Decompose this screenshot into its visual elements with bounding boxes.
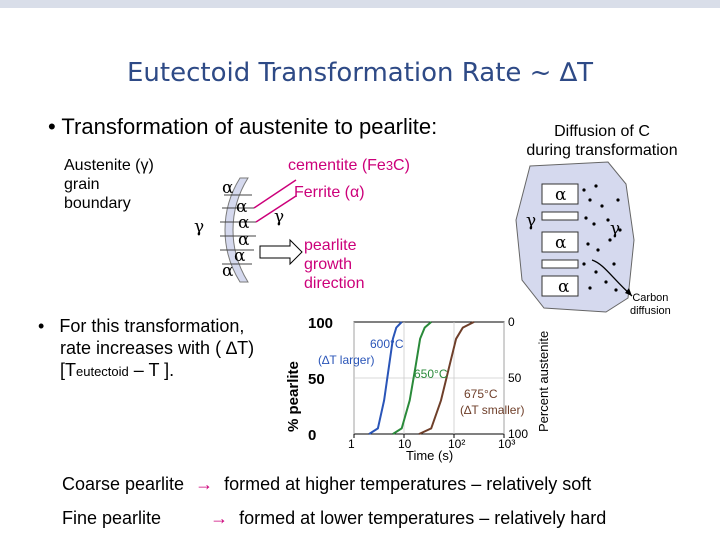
bullet-marker: • [48, 114, 56, 139]
fine-label: Fine pearlite [62, 508, 162, 528]
left-tick-label-0: 100 [308, 315, 333, 332]
series-line-675 [418, 321, 475, 435]
bullet-rate-post: – T ]. [128, 360, 175, 380]
cementite-label: cementite (Fe3C) [288, 156, 410, 175]
series-line-650 [392, 321, 432, 435]
alpha-1: α [222, 178, 234, 198]
slide-title: Eutectoid Transformation Rate ~ ∆T [126, 58, 594, 88]
annotation-dt-larger: (∆T larger) [318, 353, 374, 367]
diff-alpha-3: α [558, 277, 570, 297]
carbon-line2: diffusion [630, 305, 671, 317]
y-axis-label-left: % pearlite [285, 361, 302, 432]
alpha-3: α [238, 213, 250, 233]
cementite-text: cementite (Fe [288, 157, 386, 174]
bullet-rate-line1: • For this transformation, [38, 315, 254, 337]
bullet-text: Transformation of austenite to pearlite: [61, 114, 438, 139]
growth-arrow [259, 238, 303, 266]
diffusion-title-line2: during transformation [526, 142, 678, 159]
cementite-subscript: 3 [385, 158, 394, 173]
diff-gamma-left: γ [526, 211, 536, 231]
top-bar [0, 0, 720, 8]
right-tick-label-2: 100 [508, 427, 528, 441]
left-tick-label-1: 50 [308, 371, 325, 388]
fine-text: formed at lower temperatures – relativel… [239, 508, 607, 528]
bullet-rate: • For this transformation, rate increase… [38, 315, 254, 383]
carbon-dots [582, 184, 622, 292]
bullet-marker-2: • [38, 316, 45, 336]
x-tick-label-1: 10 [398, 437, 412, 451]
fine-pearlite-line: Fine pearlite → formed at lower temperat… [62, 508, 606, 529]
cementite-plate-1 [541, 211, 579, 221]
right-tick-label-0: 0 [508, 315, 515, 329]
austenite-label: Austenite (γ) grain boundary [64, 156, 154, 213]
austenite-label-line1: Austenite (γ) [64, 157, 154, 174]
coarse-text: formed at higher temperatures – relative… [224, 474, 592, 494]
alpha-6: α [222, 261, 234, 281]
diff-alpha-2: α [555, 233, 567, 253]
diffusion-title: Diffusion of C during transformation [512, 122, 692, 160]
annotation-650: 650°C [414, 367, 448, 381]
bullet-rate-sub: eutectoid [76, 364, 129, 379]
alpha-4: α [238, 230, 250, 250]
grid-lines [353, 322, 505, 434]
growth-line1: pearlite [304, 237, 357, 254]
grain-boundary-diagram: α α α α α α γ γ [194, 177, 303, 283]
series-group [368, 321, 475, 435]
diff-alpha-1: α [555, 185, 567, 205]
diff-gamma-right: γ [610, 219, 620, 239]
carbon-line1: Carbon [632, 292, 669, 304]
ferrite-plate-1 [541, 183, 579, 205]
bullet-transformation: • Transformation of austenite to pearlit… [48, 114, 437, 140]
austenite-label-line3: boundary [64, 195, 131, 212]
annotation-600: 600°C [370, 337, 404, 351]
ferrite-label: Ferrite (α) [294, 184, 365, 201]
grain-boundary-region [224, 177, 249, 283]
arrow-icon: → [210, 508, 229, 528]
alpha-5: α [234, 246, 246, 266]
growth-line3: direction [304, 275, 365, 292]
diffusion-title-line1: Diffusion of C [554, 123, 650, 140]
cementite-plate-2 [541, 259, 579, 269]
ferrite-pointer [255, 195, 297, 223]
left-tick-label-2: 0 [308, 427, 316, 444]
growth-label: pearlite growth direction [304, 236, 364, 293]
gamma-right: γ [274, 207, 284, 227]
cementite-pointer [253, 179, 297, 209]
x-axis-label: Time (s) [406, 448, 453, 463]
cementite-end: C) [393, 157, 410, 174]
arrow-icon: → [195, 474, 214, 494]
ferrite-plate-3 [541, 275, 579, 297]
gamma-left: γ [194, 217, 204, 237]
bullet-rate-text2: rate increases with ( ∆T) [60, 338, 255, 358]
series-line-600 [368, 321, 403, 435]
right-tick-label-1: 50 [508, 371, 522, 385]
bullet-rate-text1: For this transformation, [59, 316, 245, 336]
growth-line2: growth [304, 256, 353, 273]
x-tick-label-2: 10² [448, 437, 465, 451]
austenite-label-line2: grain [64, 176, 100, 193]
diffusion-diagram: α α α γ γ [515, 161, 635, 313]
x-tick-label-3: 10³ [498, 437, 515, 451]
ferrite-plate-2 [541, 231, 579, 253]
carbon-diffusion-label: Carbon diffusion [630, 292, 671, 318]
x-tick-label-0: 1 [348, 437, 355, 451]
y-axis-label-right: Percent austenite [536, 331, 551, 432]
carbon-diffusion-arrowhead [625, 288, 632, 296]
bullet-rate-pre: [T [60, 360, 76, 380]
alpha-2: α [236, 197, 248, 217]
coarse-label: Coarse pearlite [62, 474, 185, 494]
bullet-rate-text3: [Teutectoid – T ]. [60, 359, 254, 383]
annotation-675: 675°C [464, 387, 498, 401]
lamellae [220, 194, 256, 265]
coarse-pearlite-line: Coarse pearlite → formed at higher tempe… [62, 474, 591, 495]
annotation-dt-smaller: (∆T smaller) [460, 403, 524, 417]
